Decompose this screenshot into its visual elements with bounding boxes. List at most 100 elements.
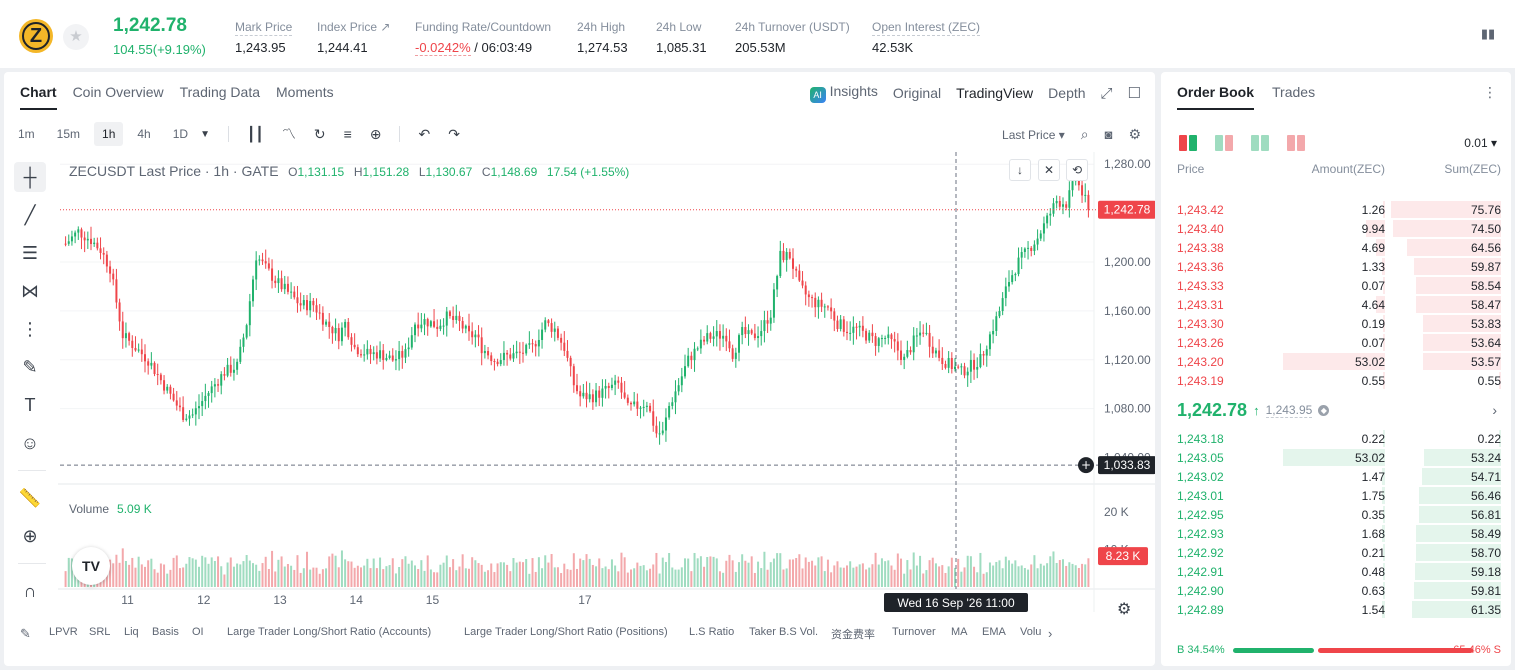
split-mode-icon[interactable] [1215,135,1233,151]
more-vertical-icon[interactable]: ⋮ [1483,84,1497,100]
indicator-ema[interactable]: EMA [982,626,1006,638]
bid-row[interactable]: 1,242.91 0.48 59.18 [1161,562,1511,581]
tab-order-book[interactable]: Order Book [1177,84,1255,110]
bid-row[interactable]: 1,243.02 1.47 54.71 [1161,467,1511,486]
tab-chart[interactable]: Chart [20,84,57,110]
volume-bar [925,570,928,587]
ask-row[interactable]: 1,243.31 4.64 58.47 [1161,295,1511,314]
ask-row[interactable]: 1,243.19 0.55 0.55 [1161,371,1511,390]
asks-only-mode-icon[interactable] [1287,135,1305,151]
bid-row[interactable]: 1,242.89 1.54 61.35 [1161,600,1511,619]
indicator-funding-rate[interactable]: 资金费率 [831,629,875,641]
favorite-star-icon[interactable]: ★ [63,24,89,50]
reset-icon[interactable]: ⟲ [1066,159,1088,181]
chevron-right-icon[interactable]: › [1492,402,1497,418]
indicator-large-trader-accounts[interactable]: Large Trader Long/Short Ratio (Accounts) [227,626,432,638]
ask-row[interactable]: 1,243.30 0.19 53.83 [1161,314,1511,333]
collapse-icon[interactable]: ✕ [1038,159,1060,181]
expand-icon[interactable]: ⤢ [1100,84,1113,102]
ask-row[interactable]: 1,243.26 0.07 53.64 [1161,333,1511,352]
stat-index-price[interactable]: Index Price ↗ 1,244.41 [317,18,390,55]
book-icon[interactable]: ▮▮ [1480,26,1496,41]
maximize-icon[interactable]: ☐ [1127,85,1141,102]
indicator-taker-vol[interactable]: Taker B.S Vol. [749,626,819,638]
indicator-ls-ratio[interactable]: L.S Ratio [689,626,735,638]
candles-icon[interactable]: ┃┃ [246,125,264,142]
mid-price-row[interactable]: 1,242.78 ↑ 1,243.95 ◆ [1177,400,1330,421]
bid-row[interactable]: 1,242.93 1.68 58.49 [1161,524,1511,543]
indicator-srl[interactable]: SRL [89,626,111,638]
view-original[interactable]: Original [892,85,942,101]
bid-row[interactable]: 1,243.05 53.02 53.24 [1161,448,1511,467]
timeframe-1m[interactable]: 1m [18,127,35,141]
bid-row[interactable]: 1,243.18 0.22 0.22 [1161,429,1511,448]
replay-icon[interactable]: ↻ [313,125,326,142]
fib-icon[interactable]: ⋮ [21,318,39,339]
bid-row[interactable]: 1,242.95 0.35 56.81 [1161,505,1511,524]
ask-row[interactable]: 1,243.40 9.94 74.50 [1161,219,1511,238]
redo-icon[interactable]: ↷ [448,125,460,142]
text-icon[interactable]: T [24,394,36,415]
trend-line-icon[interactable]: ╱ [24,204,36,225]
both-sides-mode-icon[interactable] [1179,135,1197,151]
undo-icon[interactable]: ↶ [418,125,431,142]
tradingview-logo[interactable]: TV [72,547,110,585]
crosshair-icon[interactable]: ┼ [14,162,46,192]
ruler-icon[interactable]: 📏 [18,487,42,508]
timeframe-1d[interactable]: 1D [172,127,189,141]
timeframe-4h[interactable]: 4h [137,127,151,141]
volume-bar [258,570,261,587]
bid-row[interactable]: 1,243.01 1.75 56.46 [1161,486,1511,505]
candlestick-chart[interactable]: 1,242.78 1,280.00 1,200.00 1,160.00 1,120.00… [58,152,1155,612]
ask-row[interactable]: 1,243.33 0.07 58.54 [1161,276,1511,295]
view-tradingview[interactable]: TradingView [956,85,1034,101]
zoom-in-icon[interactable]: ⊕ [22,525,38,546]
chevron-down-icon[interactable]: ▼ [200,128,210,140]
templates-icon[interactable]: ≡ [343,126,352,142]
emoji-icon[interactable]: ☺ [20,432,40,453]
timeframe-1h[interactable]: 1h [94,122,124,146]
view-depth[interactable]: Depth [1048,85,1086,101]
tab-trading-data[interactable]: Trading Data [179,84,261,100]
indicator-oi[interactable]: OI [192,626,204,638]
search-icon[interactable]: ⌕ [1080,126,1089,142]
brush-icon[interactable]: ✎ [22,356,38,377]
tab-trades[interactable]: Trades [1272,84,1316,100]
stat-open-interest[interactable]: Open Interest (ZEC) 42.53K [872,18,981,55]
volume-bar [178,568,181,587]
price-type-select[interactable]: Last Price ▾ [1002,127,1065,142]
chart-settings-icon[interactable]: ⚙ [1117,601,1132,618]
gear-icon[interactable]: ⚙ [1128,126,1141,142]
indicator-ma[interactable]: MA [951,626,968,638]
ask-row[interactable]: 1,243.20 53.02 53.57 [1161,352,1511,371]
indicator-liq[interactable]: Liq [124,626,139,638]
edit-icon[interactable]: ✎ [20,626,31,641]
tab-coin-overview[interactable]: Coin Overview [72,84,164,100]
tab-moments[interactable]: Moments [276,84,334,100]
indicator-basis[interactable]: Basis [152,626,179,638]
timeframe-15m[interactable]: 15m [56,127,81,141]
scroll-down-icon[interactable]: ↓ [1009,159,1031,181]
add-indicator-icon[interactable]: ⊕ [369,125,382,142]
bid-row[interactable]: 1,242.90 0.63 59.81 [1161,581,1511,600]
indicator-chart-icon[interactable]: 〽 [281,126,296,142]
precision-select[interactable]: 0.01 ▾ [1464,136,1497,150]
ask-row[interactable]: 1,243.36 1.33 59.87 [1161,257,1511,276]
indicator-turnover[interactable]: Turnover [892,626,936,638]
stat-mark-price[interactable]: Mark Price 1,243.95 [235,18,293,55]
chevron-right-icon[interactable]: › [1048,626,1053,641]
ask-row[interactable]: 1,243.42 1.26 75.76 [1161,200,1511,219]
bids-only-mode-icon[interactable] [1251,135,1269,151]
magnet-icon[interactable]: ∩ [23,580,37,601]
stat-funding-rate[interactable]: Funding Rate/Countdown -0.0242% / 06:03:… [415,18,551,56]
insights-button[interactable]: AI Insights [809,83,878,103]
ask-row[interactable]: 1,243.38 4.69 64.56 [1161,238,1511,257]
pattern-icon[interactable]: ⋈ [21,280,39,301]
indicator-lpvr[interactable]: LPVR [49,626,78,638]
camera-icon[interactable]: ◙ [1104,127,1113,142]
bid-row[interactable]: 1,242.92 0.21 58.70 [1161,543,1511,562]
horizontal-lines-icon[interactable]: ☰ [21,242,39,263]
indicator-large-trader-positions[interactable]: Large Trader Long/Short Ratio (Positions… [464,626,668,638]
candle-body [360,354,362,356]
indicator-volume[interactable]: Volu [1020,626,1042,638]
